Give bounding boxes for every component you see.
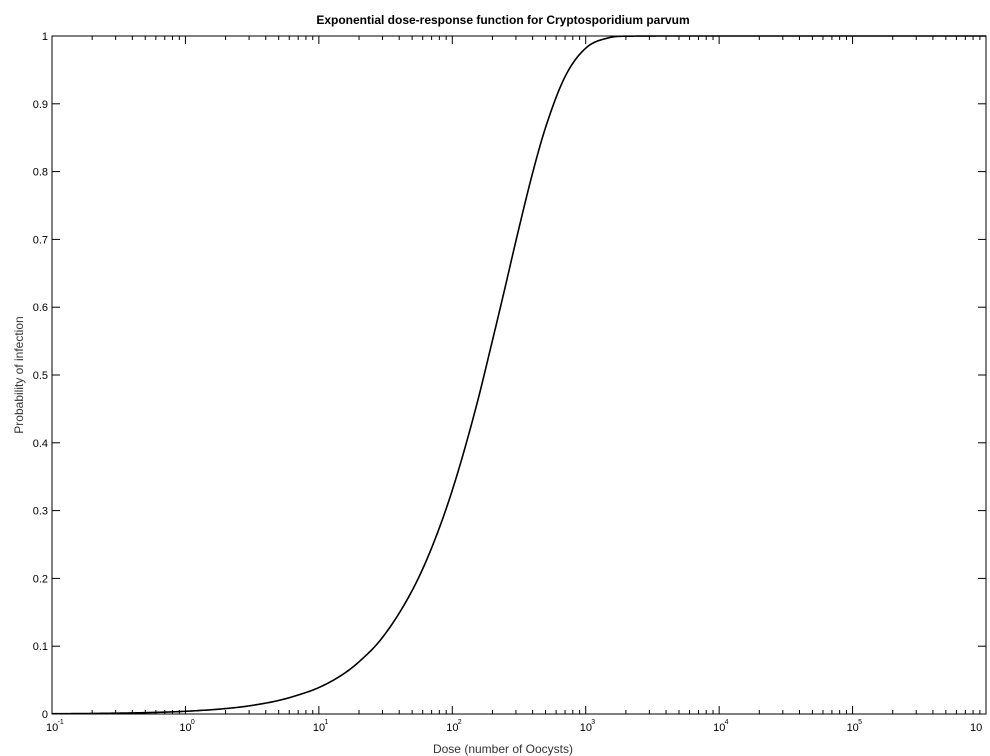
y-tick-label: 0.1 (33, 641, 48, 653)
x-tick-label: 10 3 (580, 719, 596, 734)
x-tick-label: 10 0 (179, 719, 195, 734)
y-tick-label: 0.4 (33, 438, 48, 450)
x-tick-label-base: 10 (847, 722, 859, 734)
x-tick-label-exponent: 3 (591, 719, 595, 726)
plot-frame (51, 35, 987, 715)
y-tick-label: 0.5 (33, 370, 48, 382)
x-tick-label: 10 1 (313, 719, 329, 734)
x-tick-label-base: 10 (580, 722, 592, 734)
x-minor-ticks (91, 36, 981, 714)
y-tick-label: 0.6 (33, 302, 48, 314)
y-tick-label: 1 (42, 31, 48, 43)
x-tick-label-exponent: -1 (58, 719, 64, 726)
x-tick-label: 10 4 (713, 719, 729, 734)
chart-title: Exponential dose-response function for C… (316, 13, 689, 27)
y-tick-label: 0.3 (33, 506, 48, 518)
x-tick-label: 10 -1 (46, 719, 64, 734)
x-tick-label-exponent: 4 (725, 719, 729, 726)
x-tick-labels: 10 -1 10 0 10 1 10 2 10 3 10 4 10 5 10 (46, 719, 982, 734)
x-tick-label-exponent: 5 (858, 719, 862, 726)
x-tick-label-base: 10 (179, 722, 191, 734)
y-tick-label: 0.7 (33, 234, 48, 246)
major-ticks (51, 35, 987, 715)
plot-area-border (51, 35, 987, 715)
x-tick-label-exponent: 2 (458, 719, 462, 726)
x-tick-label: 10 5 (847, 719, 863, 734)
x-tick-label-base: 10 (713, 722, 725, 734)
y-tick-label: 0 (42, 709, 48, 721)
x-tick-label-base: 10 (970, 722, 982, 734)
x-tick-label-base: 10 (446, 722, 458, 734)
y-tick-labels: 0 0.1 0.2 0.3 0.4 0.5 0.6 0.7 0.8 0.9 1 (33, 31, 48, 721)
x-tick-label: 10 (970, 722, 982, 734)
x-tick-label-base: 10 (46, 722, 58, 734)
x-tick-label-base: 10 (313, 722, 325, 734)
dose-response-curve (51, 35, 986, 715)
y-tick-label: 0.2 (33, 573, 48, 585)
x-tick-label-exponent: 1 (324, 719, 328, 726)
y-axis-label: Probability of infection (12, 316, 26, 433)
x-axis-label: Dose (number of Oocysts) (433, 742, 573, 756)
y-tick-label: 0.9 (33, 99, 48, 111)
y-tick-label: 0.8 (33, 167, 48, 179)
x-tick-label: 10 2 (446, 719, 462, 734)
x-tick-label-exponent: 0 (191, 719, 195, 726)
